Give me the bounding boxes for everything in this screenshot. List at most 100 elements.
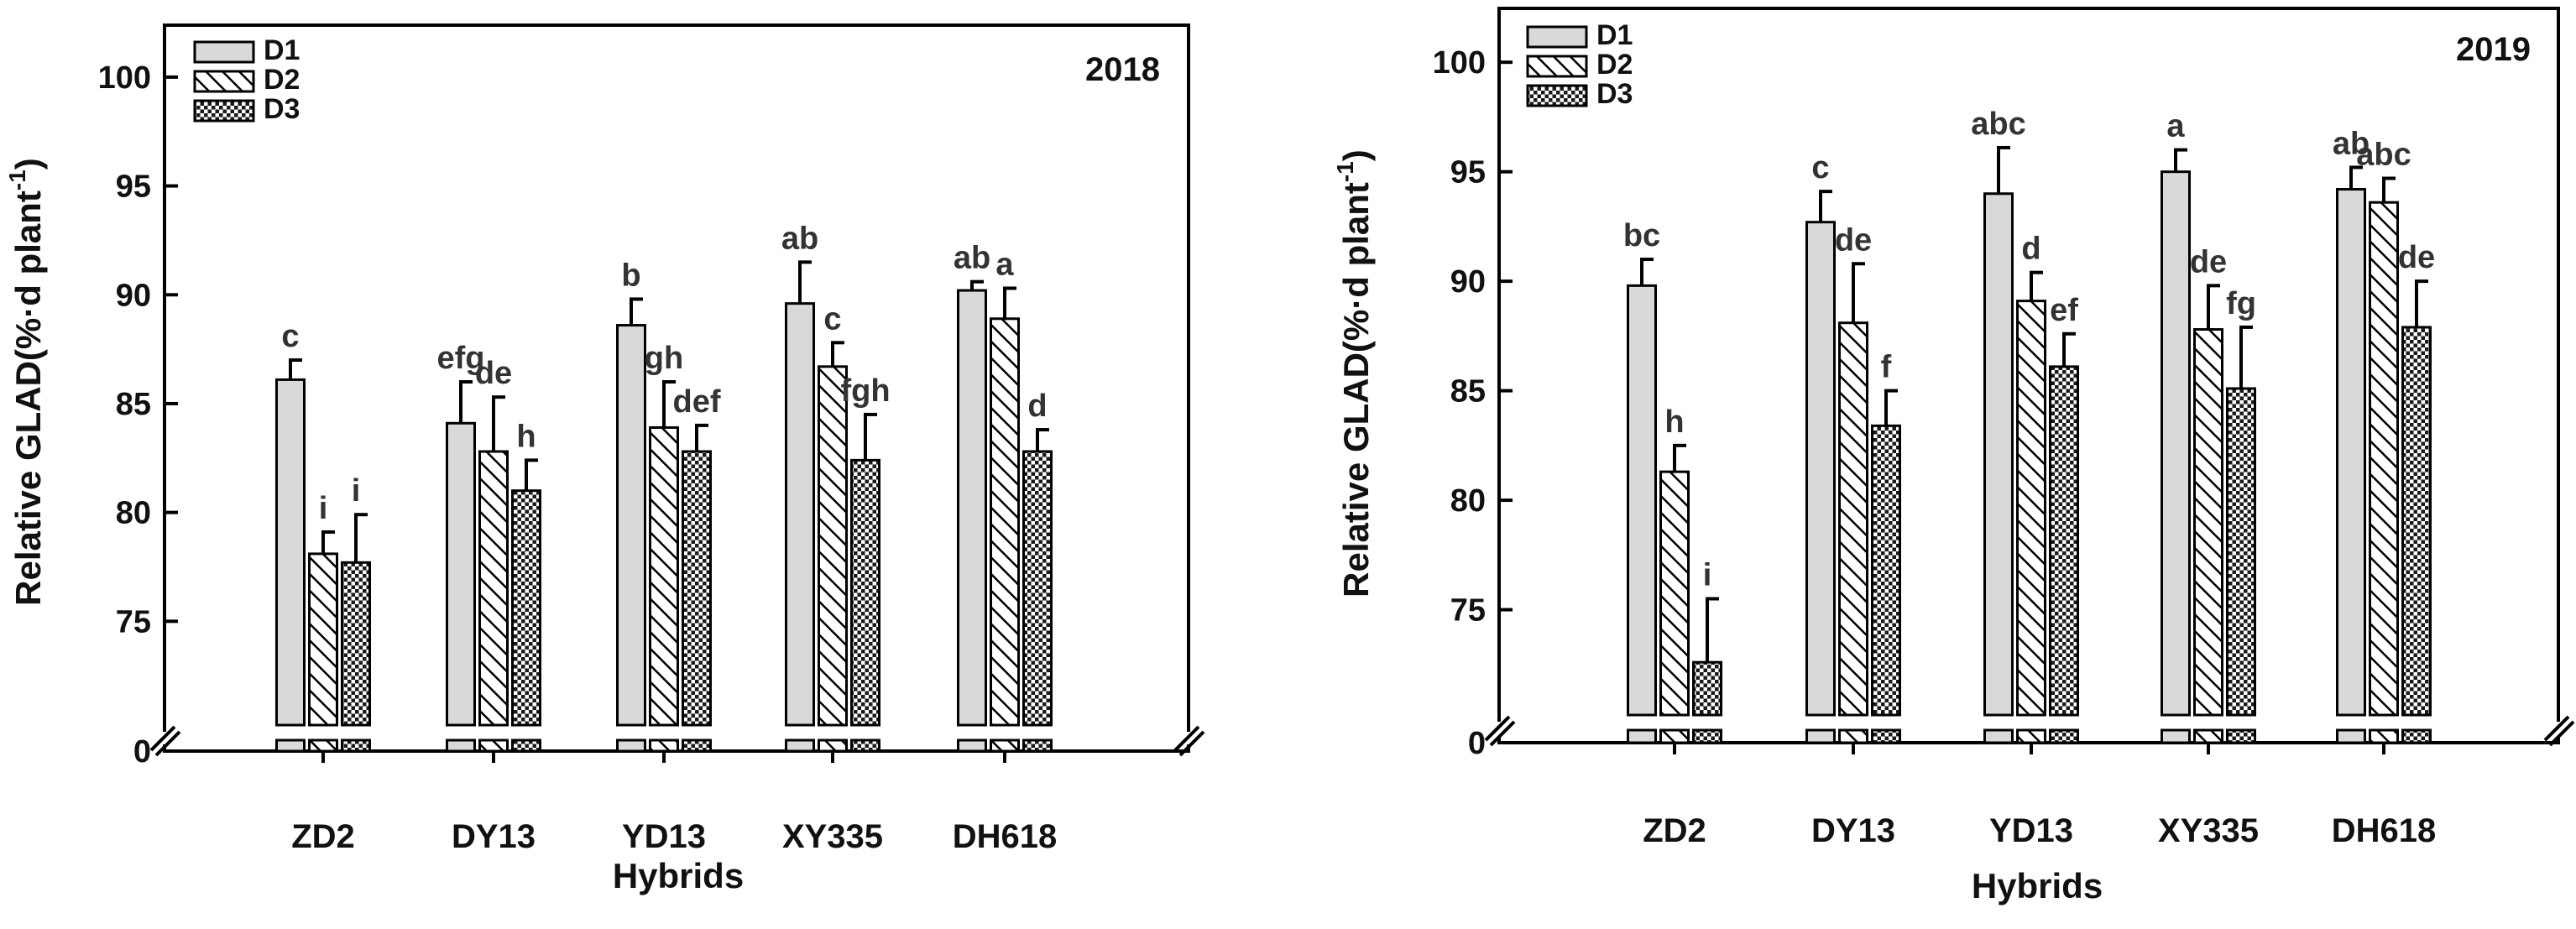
bar-stub: [308, 739, 338, 753]
bar-stub: [1627, 728, 1657, 744]
significance-letter: i: [1703, 557, 1712, 592]
category-label: YD13: [622, 818, 706, 855]
bar: [1692, 660, 1722, 717]
category-label: DH618: [953, 818, 1058, 855]
bar: [616, 324, 646, 727]
bar: [2049, 365, 2079, 717]
year-label: 2019: [2456, 31, 2531, 68]
axis-break-left: [1484, 715, 1516, 747]
axis-break-right: [2543, 715, 2575, 747]
y-tick-label: 80: [116, 496, 151, 531]
bar-stub: [957, 739, 987, 753]
bar-stub: [682, 739, 712, 753]
bar-stub: [2161, 728, 2191, 744]
significance-letter: de: [2398, 240, 2435, 275]
bar: [2401, 326, 2432, 717]
y-axis-label-sup: -1: [1332, 161, 1358, 182]
y-axis-label-main: Relative GLAD(%·d plant: [8, 190, 48, 606]
significance-letter: def: [673, 384, 721, 420]
x-axis-label: Hybrids: [613, 856, 744, 895]
axis-frame: [1497, 7, 2560, 722]
significance-letter: i: [352, 473, 361, 509]
significance-letter: d: [2021, 232, 2040, 267]
significance-letter: c: [281, 319, 299, 354]
bar-stub: [1871, 728, 1901, 744]
legend-label: D2: [264, 64, 300, 96]
bar: [341, 561, 371, 727]
legend-swatch: [193, 40, 255, 64]
bar: [446, 421, 476, 727]
significance-letter: abc: [2356, 137, 2411, 172]
significance-letter: c: [1811, 150, 1829, 185]
category-label: XY335: [782, 818, 883, 855]
bar-stub: [1983, 728, 2014, 744]
bar: [1838, 321, 1868, 717]
bar: [649, 425, 679, 727]
bar: [1022, 450, 1053, 727]
bar-stub: [1805, 728, 1836, 744]
y-tick-label: 95: [1450, 155, 1486, 190]
legend-swatch: [1526, 55, 1588, 78]
bar: [2016, 300, 2046, 717]
category-label: DH618: [2332, 812, 2437, 849]
axis-frame: [163, 23, 1190, 732]
y-tick-label: 100: [1433, 45, 1486, 81]
bar: [478, 450, 509, 727]
year-label: 2018: [1085, 51, 1160, 88]
significance-letter: b: [621, 258, 640, 293]
legend-label: D1: [1596, 19, 1633, 51]
category-label: ZD2: [291, 818, 355, 855]
bar: [682, 450, 712, 727]
bar-stub: [511, 739, 541, 753]
significance-letter: bc: [1623, 218, 1660, 253]
significance-letter: gh: [645, 341, 683, 376]
y-axis-label-main: Relative GLAD(%·d plant: [1336, 182, 1376, 598]
y-axis-label-close: ): [1336, 149, 1376, 161]
bar-stub: [446, 739, 476, 753]
y-axis-label: Relative GLAD(%·d plant-1): [1332, 149, 1376, 598]
y-tick-label: 75: [116, 604, 151, 639]
bar-stub: [649, 739, 679, 753]
bar-stub: [341, 739, 371, 753]
significance-letter: de: [475, 356, 512, 391]
significance-letter: ab: [954, 241, 990, 276]
bar-stub: [616, 739, 646, 753]
bar-stub: [275, 739, 306, 753]
bar-stub: [1659, 728, 1690, 744]
significance-letter: de: [2190, 244, 2227, 279]
bar-stub: [1022, 739, 1053, 753]
y-tick-label: 95: [116, 170, 151, 205]
bar: [2226, 387, 2256, 717]
significance-letter: fg: [2226, 286, 2256, 321]
category-label: YD13: [1989, 812, 2073, 849]
category-label: DY13: [1811, 812, 1895, 849]
category-label: ZD2: [1643, 812, 1706, 849]
significance-letter: de: [1835, 222, 1872, 258]
x-axis-label: Hybrids: [1972, 866, 2103, 906]
bar-stub: [2193, 728, 2223, 744]
y-tick-label: 90: [1450, 264, 1486, 300]
significance-letter: h: [516, 419, 536, 454]
legend-label: D1: [264, 34, 300, 66]
bar-stub: [850, 739, 880, 753]
bar: [818, 365, 848, 727]
bar-stub: [2049, 728, 2079, 744]
category-label: XY335: [2158, 812, 2259, 849]
bar-stub: [478, 739, 509, 753]
bar: [1805, 221, 1836, 717]
significance-letter: c: [823, 301, 841, 337]
significance-letter: ab: [781, 221, 818, 256]
bar: [2193, 328, 2223, 717]
bar: [511, 489, 541, 727]
bar: [308, 552, 338, 727]
significance-letter: efg: [437, 341, 485, 376]
bar: [1871, 424, 1901, 717]
legend-swatch: [1526, 25, 1588, 49]
bar: [275, 378, 306, 727]
bar-stub: [2226, 728, 2256, 744]
bar-stub: [2016, 728, 2046, 744]
bar: [957, 289, 987, 727]
bar-stub: [785, 739, 815, 753]
bar-stub: [818, 739, 848, 753]
bar: [1627, 284, 1657, 717]
